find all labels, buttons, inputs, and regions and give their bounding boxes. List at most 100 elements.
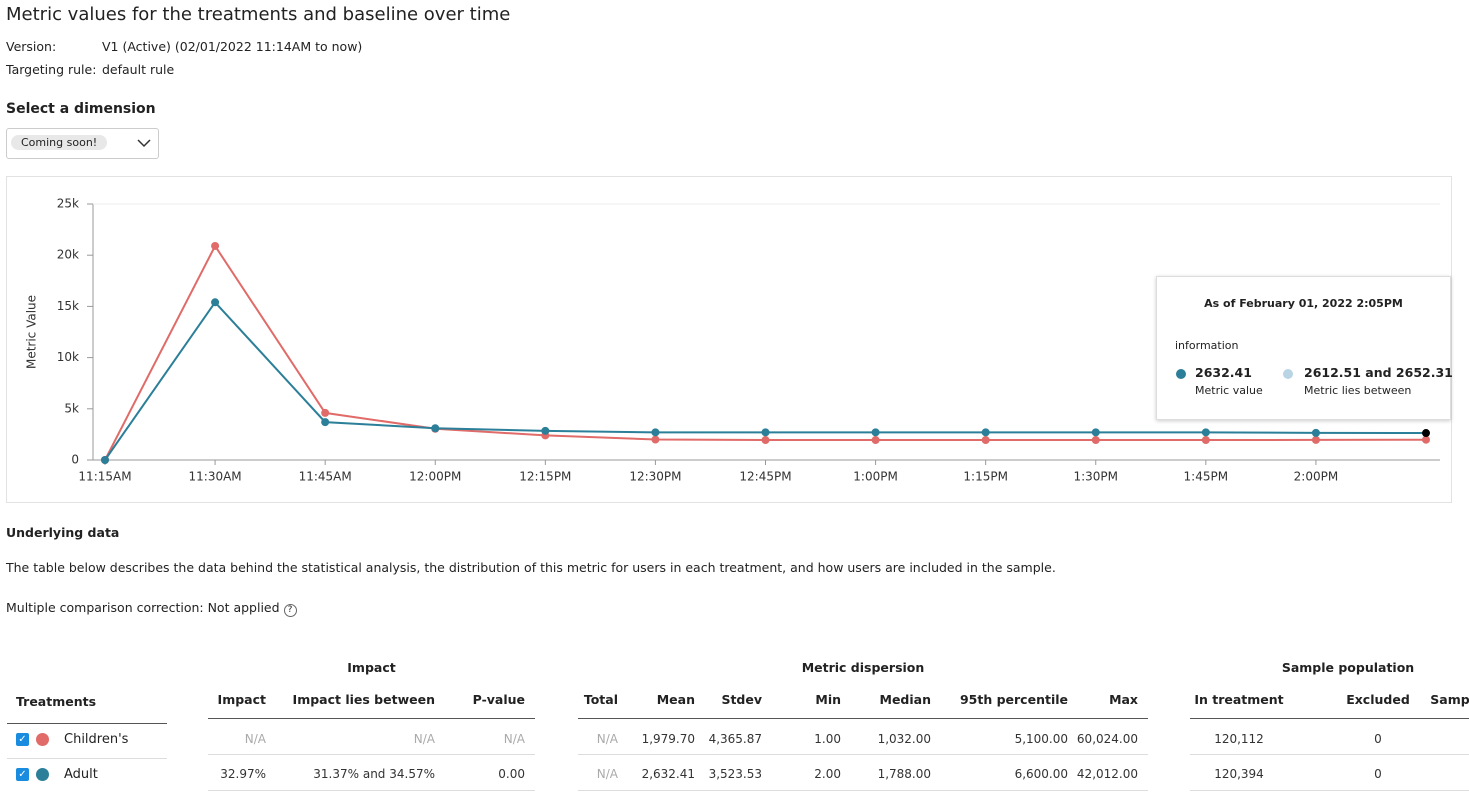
x-tick-label: 1:00PM	[853, 470, 898, 484]
header-rule	[578, 718, 1148, 719]
tooltip-range: 2612.51 and 2652.31	[1304, 365, 1453, 380]
row-rule	[7, 758, 167, 759]
cell: 1,032.00	[877, 732, 931, 746]
correction: Multiple comparison correction: Not appl…	[6, 600, 297, 617]
treatment-dot	[36, 768, 49, 781]
column-header: 95th percentile	[959, 692, 1068, 707]
treatment-name: Adult	[64, 767, 98, 782]
checkbox: ✓	[16, 733, 29, 746]
table: Impact Metric dispersion Sample population…	[0, 640, 1469, 797]
dimension-label: Select a dimension	[6, 101, 156, 117]
y-tick-label: 15k	[57, 299, 79, 313]
cell: 2.00	[814, 767, 841, 781]
cell: 120,112	[1214, 732, 1264, 746]
row-rule	[1190, 790, 1469, 791]
cell: 0	[1374, 767, 1382, 781]
tooltip-pointer	[1418, 418, 1434, 426]
column-header: Samp	[1430, 692, 1469, 707]
point	[1422, 429, 1430, 438]
row-rule	[208, 790, 535, 791]
column-header: Median	[879, 692, 931, 707]
column-header: Excluded	[1346, 692, 1410, 707]
row-rule	[578, 790, 1148, 791]
help-icon[interactable]: ?	[283, 604, 297, 617]
point	[761, 428, 770, 437]
tooltip-value: 2632.41	[1195, 365, 1252, 380]
cell: 5,100.00	[1014, 732, 1068, 746]
tooltip-dot	[1283, 369, 1293, 379]
point	[1201, 428, 1210, 437]
column-header: Min	[815, 692, 841, 707]
point	[1311, 428, 1320, 437]
group-header: Metric dispersion	[801, 660, 925, 675]
x-tick-label: 12:30PM	[629, 470, 681, 484]
cell: 2,632.41	[641, 767, 695, 781]
cell: N/A	[503, 732, 525, 746]
point	[1091, 428, 1100, 437]
x-tick-label: 11:15AM	[78, 470, 131, 484]
column-header: Max	[1109, 692, 1138, 707]
y-tick-label: 5k	[64, 401, 79, 415]
title: Metric values for the treatments and bas…	[6, 4, 511, 25]
tooltip-title: As of February 01, 2022 2:05PM	[1204, 297, 1403, 310]
column-header: Total	[583, 692, 618, 707]
tooltip-caption: Metric lies between	[1304, 384, 1412, 397]
x-tick-label: 11:45AM	[299, 470, 352, 484]
x-tick-label: 11:30AM	[189, 470, 242, 484]
point	[761, 436, 770, 445]
column-header: Mean	[656, 692, 695, 707]
point	[981, 436, 990, 445]
point	[431, 424, 440, 433]
group-header: Sample population	[1281, 660, 1415, 675]
cell: 6,600.00	[1014, 767, 1068, 781]
correction-text: Multiple comparison correction: Not appl…	[6, 600, 280, 615]
column-header: Impact	[217, 692, 266, 707]
treatments-header: Treatments	[16, 694, 97, 709]
x-tick-label: 1:30PM	[1073, 470, 1118, 484]
dimension-select[interactable]: Coming soon!	[6, 128, 159, 159]
cell: 3,523.53	[708, 767, 762, 781]
pill: Coming soon!	[11, 135, 108, 150]
point	[321, 418, 330, 427]
cell: N/A	[596, 767, 618, 781]
point	[321, 408, 330, 417]
cell: 0.00	[498, 767, 525, 781]
chevron	[137, 139, 151, 148]
y-tick-label: 10k	[57, 350, 79, 364]
y-tick-label: 25k	[57, 197, 79, 211]
row-rule	[578, 754, 1148, 755]
column-header: Impact lies between	[292, 692, 435, 707]
description: The table below describes the data behin…	[6, 560, 1056, 575]
cell: 0	[1374, 732, 1382, 746]
group-header: Impact	[347, 660, 396, 675]
point	[211, 298, 220, 307]
column-header: P-value	[472, 692, 525, 707]
checkbox: ✓	[16, 768, 29, 781]
cell: 32.97%	[220, 767, 266, 781]
cell: 42,012.00	[1076, 767, 1138, 781]
point	[1091, 436, 1100, 445]
x-tick-label: 1:15PM	[963, 470, 1008, 484]
cell: 4,365.87	[708, 732, 762, 746]
cell: 31.37% and 34.57%	[313, 767, 435, 781]
point	[651, 435, 660, 444]
targeting-value: default rule	[102, 62, 175, 77]
point	[981, 428, 990, 437]
header-rule	[208, 718, 535, 719]
cell: N/A	[413, 732, 435, 746]
cell: N/A	[596, 732, 618, 746]
cell: N/A	[244, 732, 266, 746]
row-rule	[208, 754, 535, 755]
header-rule	[1190, 718, 1469, 719]
x-tick-label: 12:45PM	[739, 470, 791, 484]
point	[871, 436, 880, 445]
column-header: Stdev	[721, 692, 762, 707]
x-tick-label: 12:15PM	[519, 470, 571, 484]
treatment-dot	[36, 733, 49, 746]
tooltip-dot	[1176, 369, 1186, 379]
y-tick-label: 20k	[57, 248, 79, 262]
version-value: V1 (Active) (02/01/2022 11:14AM to now)	[102, 39, 363, 54]
tooltip-caption: Metric value	[1195, 384, 1263, 397]
cell: 120,394	[1214, 767, 1264, 781]
